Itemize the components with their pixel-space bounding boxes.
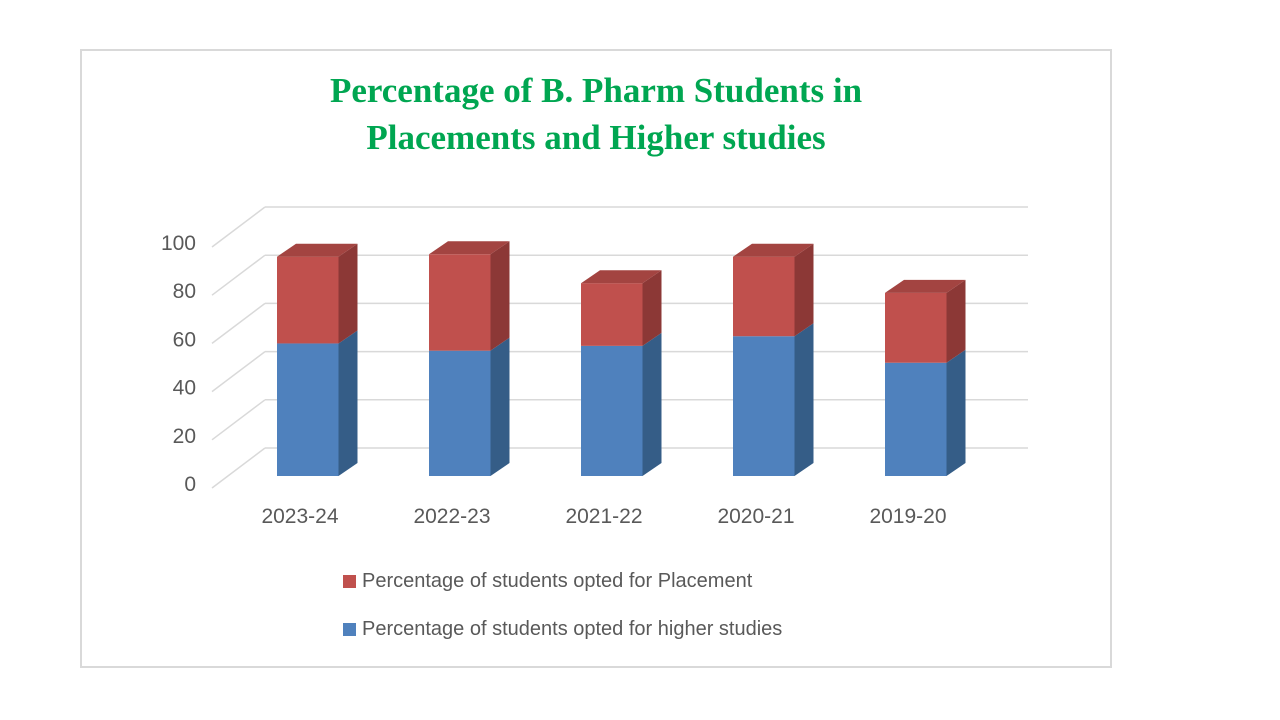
bar-top-face xyxy=(885,279,966,293)
gridline-diagonal xyxy=(211,206,266,248)
bar-segment-placement-2021-22 xyxy=(581,283,643,346)
bar-top-face xyxy=(277,243,358,257)
legend-label-higher-studies: Percentage of students opted for higher … xyxy=(362,617,783,640)
bar-side-face xyxy=(490,241,510,351)
x-axis-category-label: 2019-20 xyxy=(869,505,946,528)
bar-segment-placement-2022-23 xyxy=(429,254,491,351)
bar-side-face xyxy=(642,332,662,476)
bar-side-face xyxy=(946,279,966,363)
bar-side-face xyxy=(946,349,966,476)
y-axis-tick-label: 80 xyxy=(173,280,196,303)
gridline-diagonal xyxy=(211,399,266,441)
bar-segment-higher-studies-2020-21 xyxy=(733,336,795,476)
bar-side-face xyxy=(490,337,510,476)
gridline-diagonal xyxy=(211,447,266,489)
legend-label-placement: Percentage of students opted for Placeme… xyxy=(362,569,753,592)
bar-top-face xyxy=(733,243,814,257)
bar-top-face xyxy=(581,270,662,284)
gridline-diagonal xyxy=(211,351,266,393)
x-axis-category-label: 2022-23 xyxy=(413,505,490,528)
legend-item-higher-studies: Percentage of students opted for higher … xyxy=(343,618,782,640)
bar-segment-placement-2020-21 xyxy=(733,256,795,337)
chart-title-line-1: Percentage of B. Pharm Students in xyxy=(329,71,863,110)
y-axis-tick-label: 0 xyxy=(184,473,196,496)
bar-segment-higher-studies-2019-20 xyxy=(885,362,947,476)
bar-segment-higher-studies-2021-22 xyxy=(581,345,643,476)
bar-side-face xyxy=(642,270,662,346)
y-axis-tick-label: 20 xyxy=(173,425,196,448)
bar-segment-higher-studies-2022-23 xyxy=(429,350,491,476)
legend-swatch-placement-icon xyxy=(343,574,356,588)
x-axis-category-label: 2023-24 xyxy=(261,505,338,528)
bar-segment-higher-studies-2023-24 xyxy=(277,343,339,476)
chart-title-line-2: Placements and Higher studies xyxy=(366,118,826,157)
y-axis-tick-label: 40 xyxy=(173,377,196,400)
bar-side-face xyxy=(338,243,358,344)
bar-side-face xyxy=(794,323,814,476)
bar-top-face xyxy=(429,241,510,255)
y-axis-tick-label: 60 xyxy=(173,328,196,351)
legend-swatch-higher-studies-icon xyxy=(343,622,356,636)
bar-segment-placement-2019-20 xyxy=(885,292,947,363)
bar-segment-placement-2023-24 xyxy=(277,256,339,344)
gridline-diagonal xyxy=(211,302,266,344)
legend-item-placement: Percentage of students opted for Placeme… xyxy=(343,570,782,592)
chart-title: Percentage of B. Pharm Students in Place… xyxy=(80,67,1112,161)
x-axis-category-label: 2021-22 xyxy=(565,505,642,528)
x-axis-category-label: 2020-21 xyxy=(717,505,794,528)
chart-legend: Percentage of students opted for Placeme… xyxy=(343,570,782,640)
bar-side-face xyxy=(338,330,358,476)
bar-side-face xyxy=(794,243,814,337)
y-axis-tick-label: 100 xyxy=(161,232,196,255)
gridline-diagonal xyxy=(211,254,266,296)
